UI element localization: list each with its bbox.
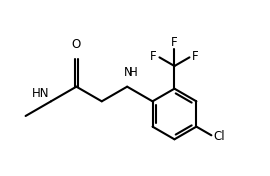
Text: Cl: Cl — [213, 130, 225, 143]
Text: O: O — [72, 38, 81, 51]
Text: F: F — [150, 49, 157, 62]
Text: N: N — [124, 66, 133, 79]
Text: H: H — [129, 66, 137, 79]
Text: F: F — [171, 36, 178, 49]
Text: HN: HN — [32, 87, 50, 100]
Text: F: F — [192, 49, 199, 62]
